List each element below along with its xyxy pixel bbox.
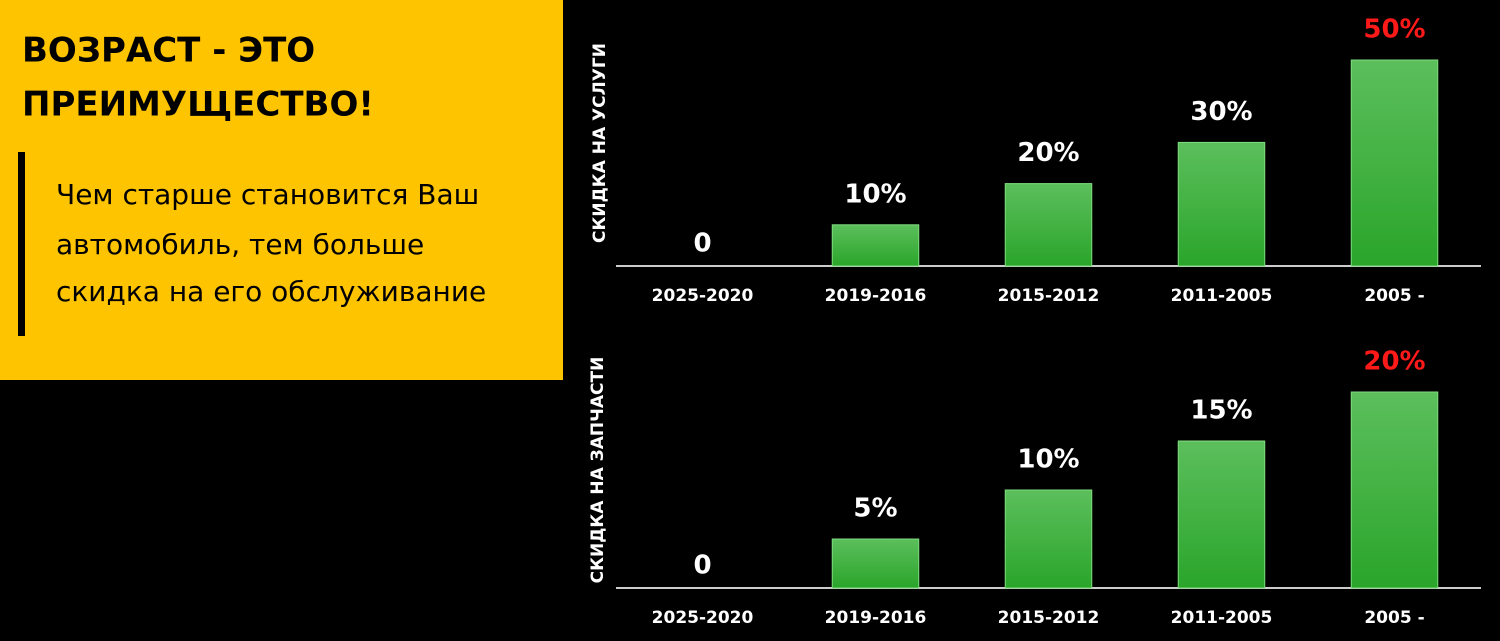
panel-text: скидка на его обслуживание xyxy=(56,275,486,308)
x-tick-label: 2011-2005 xyxy=(1171,286,1273,306)
panel-text: автомобиль, тем больше xyxy=(56,228,424,261)
info-panel xyxy=(0,0,563,380)
value-label: 0 xyxy=(693,229,711,259)
x-tick-label: 2025-2020 xyxy=(652,608,754,628)
value-label: 30% xyxy=(1190,97,1252,127)
value-label: 5% xyxy=(853,494,897,524)
value-label: 20% xyxy=(1363,347,1425,377)
x-tick-label: 2005 - xyxy=(1364,286,1424,306)
value-label: 15% xyxy=(1190,396,1252,426)
bar xyxy=(1177,440,1266,589)
panel-title: ВОЗРАСТ - ЭТО xyxy=(22,31,315,71)
bar xyxy=(831,224,920,267)
bar xyxy=(1177,141,1266,267)
x-tick-label: 2019-2016 xyxy=(825,286,927,306)
value-label: 50% xyxy=(1363,15,1425,45)
x-tick-label: 2011-2005 xyxy=(1171,608,1273,628)
y-axis-label: СКИДКА НА ЗАПЧАСТИ xyxy=(588,357,608,584)
bar xyxy=(1350,59,1439,267)
panel-title: ПРЕИМУЩЕСТВО! xyxy=(22,85,374,125)
x-tick-label: 2015-2012 xyxy=(998,608,1100,628)
bar xyxy=(1004,489,1093,589)
value-label: 0 xyxy=(693,551,711,581)
value-label: 10% xyxy=(844,179,906,209)
bar xyxy=(831,538,920,589)
bar xyxy=(1004,183,1093,267)
x-tick-label: 2005 - xyxy=(1364,608,1424,628)
value-label: 20% xyxy=(1017,138,1079,168)
value-label: 10% xyxy=(1017,445,1079,475)
x-tick-label: 2019-2016 xyxy=(825,608,927,628)
y-axis-label: СКИДКА НА УСЛУГИ xyxy=(590,43,610,243)
x-tick-label: 2015-2012 xyxy=(998,286,1100,306)
bar xyxy=(1350,391,1439,589)
panel-text: Чем старше становится Ваш xyxy=(56,178,479,211)
x-tick-label: 2025-2020 xyxy=(652,286,754,306)
accent-bar xyxy=(18,152,25,336)
